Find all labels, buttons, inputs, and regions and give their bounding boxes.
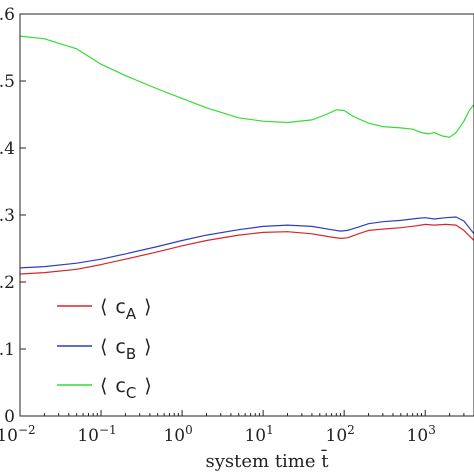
legend-item-a: ⟨ cA ⟩ [57,296,152,323]
y-tick-label: .6 [0,5,15,25]
plot-frame [19,13,474,417]
legend-label: ⟨ cA ⟩ [100,296,152,323]
series-line-b [19,216,474,269]
x-axis-label: system time t̄ [206,448,330,472]
x-tick-label: 100 [163,423,192,446]
y-tick-label: .2 [0,273,15,293]
ticks-layer: 10−2 10−1 100 101 102 103 0 .1 .2 .3 .4 .5 .6 [0,5,465,446]
legend: ⟨ cA ⟩ ⟨ cB ⟩ ⟨ cC ⟩ [57,296,152,402]
x-tick-label: 102 [326,423,355,446]
series-layer [19,35,474,275]
x-tick-label: 103 [407,423,436,446]
x-tick-label: 101 [244,423,273,446]
y-tick-label: .1 [0,340,15,360]
legend-item-c: ⟨ cC ⟩ [57,375,152,402]
series-line-c [19,35,474,138]
y-tick-label: .3 [0,206,15,226]
x-tick-label: 10−1 [77,423,116,446]
legend-label: ⟨ cB ⟩ [100,336,152,363]
x-tick-label: 10−2 [0,423,36,446]
legend-label: ⟨ cC ⟩ [100,375,152,402]
y-tick-label: .5 [0,72,15,92]
y-tick-label: 0 [4,407,15,427]
y-tick-label: .4 [0,139,15,159]
legend-item-b: ⟨ cB ⟩ [57,336,152,363]
series-line-a [19,223,474,275]
